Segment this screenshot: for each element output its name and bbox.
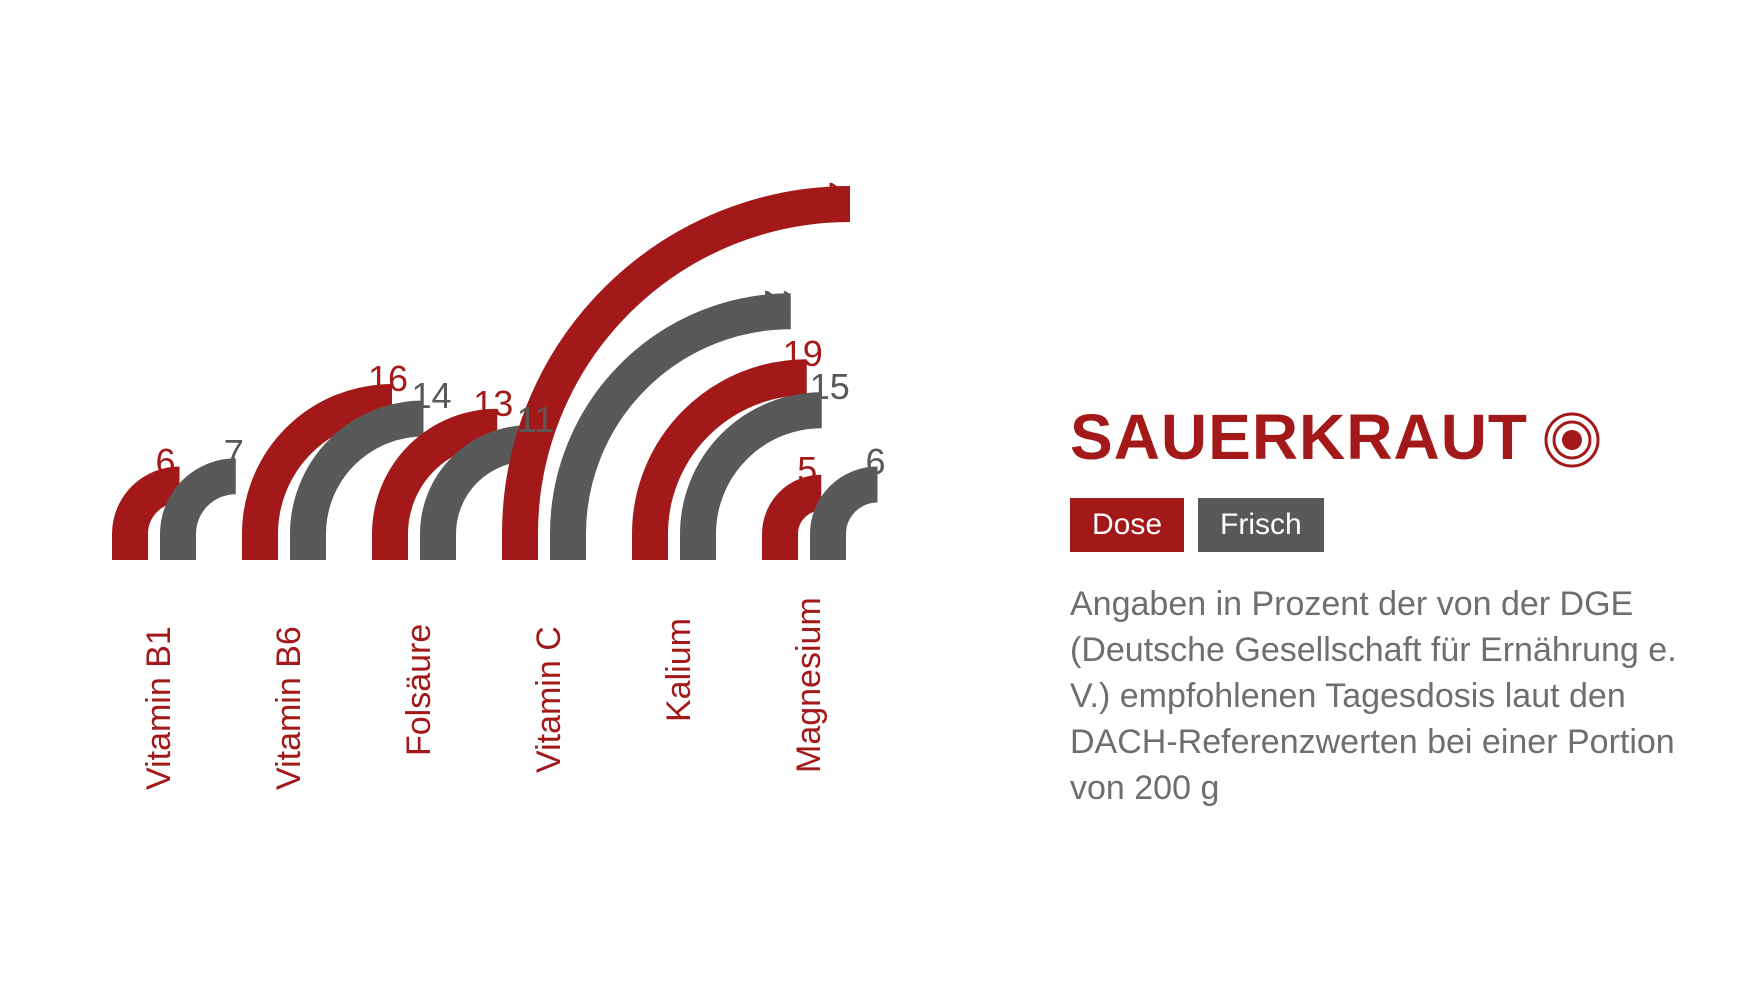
title-text: SAUERKRAUT	[1070, 400, 1528, 474]
category-label: Magnesium	[790, 597, 829, 773]
value-label: 16	[368, 358, 408, 400]
value-label: 40	[815, 182, 857, 222]
value-label: 13	[473, 383, 513, 425]
value-label: 5	[797, 449, 817, 491]
infographic-title: SAUERKRAUT	[1070, 400, 1710, 474]
category-label: Vitamin B1	[140, 626, 179, 790]
legend: Dose Frisch	[1070, 498, 1710, 552]
category-label: Kalium	[660, 618, 699, 722]
legend-dose: Dose	[1070, 498, 1184, 552]
description-text: Angaben in Prozent der von der DGE (Deut…	[1070, 582, 1710, 811]
info-panel: SAUERKRAUT Dose Frisch Angaben in Prozen…	[1070, 400, 1710, 811]
value-label: 11	[517, 399, 554, 441]
category-label: Vitamin C	[530, 626, 569, 773]
category-label: Vitamin B6	[270, 626, 309, 790]
category-label: Folsäure	[400, 624, 439, 756]
value-label: 27	[756, 289, 798, 329]
curved-bar-chart	[60, 60, 1060, 940]
value-label: 6	[866, 441, 886, 483]
chart-area: 6 7 Vitamin B1 1614 Vitamin B6 1311 Folsäure 40…	[60, 60, 1060, 940]
legend-frisch: Frisch	[1198, 498, 1324, 552]
value-label: 15	[810, 366, 850, 408]
value-label: 6	[156, 441, 176, 483]
target-icon	[1544, 409, 1600, 465]
value-label: 14	[412, 375, 452, 417]
value-label: 7	[224, 432, 244, 474]
